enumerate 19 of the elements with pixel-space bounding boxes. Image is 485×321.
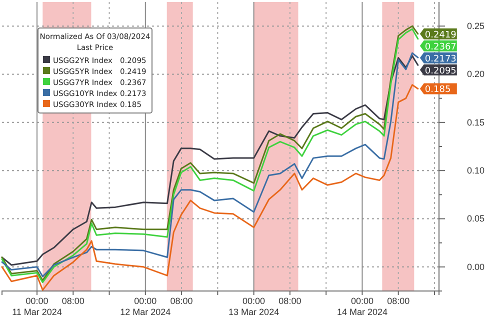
x-tick-label: 08:00	[278, 296, 302, 306]
data-label: 0.2095	[424, 66, 456, 76]
y-tick-label: 0.05	[467, 214, 485, 224]
data-label: 0.2367	[424, 42, 456, 52]
y-tick-label: 0.15	[467, 117, 485, 128]
x-tick-label: 00:00 11 Mar 2024	[12, 296, 62, 317]
y-tick-label: 0.20	[467, 69, 485, 80]
y-tick-label: 0.00	[467, 262, 485, 272]
x-tick-label: 08:00	[62, 296, 84, 306]
x-tick-label: 08:00	[387, 296, 410, 306]
data-label: 0.2419	[424, 30, 457, 40]
x-tick-label: 08:00	[170, 296, 193, 306]
x-tick-label: 00:00 14 Mar 2024	[336, 296, 388, 317]
x-tick-label: 00:00 12 Mar 2024	[120, 296, 171, 317]
y-tick-label: 0.10	[467, 165, 485, 176]
y-tick-label: 0.25	[467, 20, 485, 31]
x-tick-label: 00:00 13 Mar 2024	[228, 296, 280, 317]
data-label: 0.185	[424, 85, 451, 96]
data-label: 0.2173	[424, 54, 456, 64]
